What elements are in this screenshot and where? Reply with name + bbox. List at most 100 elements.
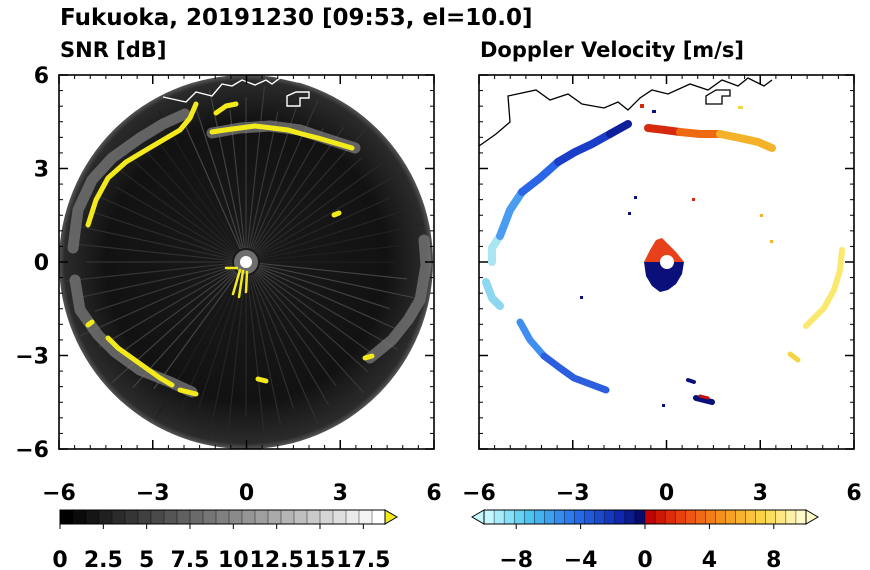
- snr-radial-streak: [258, 267, 396, 329]
- snr-radial-streak: [208, 89, 244, 249]
- velocity-colorbar-tick-label: 0: [637, 548, 652, 570]
- velocity-colorbar-cell: [644, 509, 656, 525]
- snr-radial-streak: [249, 275, 295, 409]
- snr-x-tick-label: 6: [426, 481, 441, 506]
- velocity-colorbar-cell: [634, 509, 646, 525]
- snr-radial-streak: [92, 211, 233, 259]
- velocity-colorbar-extend-max-arrow: [805, 509, 819, 525]
- snr-colorbar-cell: [150, 509, 165, 525]
- snr-colorbar-cell: [72, 509, 87, 525]
- velocity-colorbar-cell: [654, 509, 666, 525]
- snr-radial-streak: [155, 273, 240, 419]
- snr-radial-streak: [79, 267, 234, 337]
- velocity-colorbar-cell: [503, 509, 515, 525]
- snr-colorbar-tick-label: 0: [52, 548, 67, 570]
- velocity-colorbar-cell: [483, 509, 495, 525]
- snr-radial-streak: [78, 264, 233, 299]
- snr-ticks: −6 −3 0 3 6 −6 −3 0 3 6: [15, 64, 441, 506]
- snr-radial-streak: [256, 269, 370, 352]
- velocity-colorbar-cell: [544, 509, 556, 525]
- snr-colorbar: [59, 509, 398, 525]
- snr-colorbar-ticks: 0 2.5 5 7.5 10 12.5 15 17.5: [52, 524, 390, 570]
- snr-panel-title: SNR [dB]: [60, 38, 166, 62]
- velocity-ticks: −6 −3 0 3 6: [462, 74, 862, 506]
- snr-colorbar-cell: [137, 509, 152, 525]
- velocity-colorbar: [471, 509, 819, 525]
- snr-radial-streak: [256, 270, 369, 373]
- velocity-x-tick-label: 6: [846, 481, 861, 506]
- snr-panel: −6 −3 0 3 6 −6 −3 0 3 6: [15, 64, 441, 506]
- velocity-colorbar-cell: [685, 509, 696, 525]
- snr-colorbar-cell: [98, 509, 113, 525]
- snr-radial-streak: [252, 127, 325, 251]
- snr-colorbar-cell: [280, 509, 295, 525]
- snr-colorbar-frame: [59, 509, 386, 525]
- snr-colorbar-tick-label: 17.5: [336, 548, 390, 570]
- velocity-center-approaching: [644, 238, 684, 262]
- snr-radial-streak: [183, 122, 241, 250]
- snr-radial-streak: [253, 126, 345, 252]
- velocity-colorbar-tick-label: −4: [564, 548, 598, 570]
- velocity-colorbar-cell: [584, 509, 596, 525]
- snr-radial-streak: [251, 274, 319, 424]
- velocity-colorbar-cell: [614, 509, 626, 525]
- snr-radial-streak: [257, 268, 398, 351]
- snr-colorbar-cell: [306, 509, 321, 525]
- velocity-colorbar-cell: [513, 509, 525, 525]
- velocity-colorbar-extend-min-arrow: [471, 509, 485, 525]
- snr-radial-streak: [87, 191, 234, 257]
- velocity-colorbar-cell: [594, 509, 606, 525]
- snr-radial-streak: [227, 275, 246, 429]
- snr-coastline: [162, 77, 331, 103]
- snr-colorbar-cell: [59, 509, 74, 525]
- snr-radial-streak: [254, 272, 365, 394]
- snr-radial-streak: [248, 275, 282, 425]
- velocity-island-outline: [705, 89, 731, 105]
- snr-colorbar-cell: [85, 509, 100, 525]
- velocity-colorbar-cell: [695, 509, 706, 525]
- velocity-x-tick-label: 0: [659, 481, 674, 506]
- snr-colorbar-cell: [332, 509, 347, 525]
- snr-radial-streak: [149, 129, 239, 252]
- snr-colorbar-cell: [124, 509, 139, 525]
- snr-near-range-echo: [224, 266, 249, 299]
- velocity-colorbar-cell: [564, 509, 576, 525]
- velocity-center-receding: [644, 262, 684, 292]
- snr-colorbar-tick-label: 5: [139, 548, 154, 570]
- snr-radial-streak: [208, 275, 244, 438]
- snr-radial-streak: [253, 272, 337, 387]
- velocity-colorbar-cell: [554, 509, 566, 525]
- snr-radial-streak: [259, 262, 408, 280]
- velocity-colorbar-cell: [493, 509, 505, 525]
- velocity-center-mask: [660, 255, 674, 269]
- snr-radial-streak: [252, 273, 330, 406]
- velocity-panel: −6 −3 0 3 6: [462, 74, 862, 506]
- velocity-x-tick-label: 3: [753, 481, 768, 506]
- snr-colorbar-extend-arrow: [384, 509, 398, 525]
- snr-radial-streak: [256, 157, 363, 254]
- velocity-colorbar-cell: [735, 509, 747, 525]
- snr-y-tick-label: −6: [15, 438, 49, 463]
- velocity-colorbar-cell: [725, 509, 737, 525]
- snr-radial-streak: [258, 197, 390, 257]
- velocity-colorbar-cell: [574, 509, 586, 525]
- snr-x-tick-label: −3: [136, 481, 170, 506]
- snr-radial-streak: [94, 265, 233, 312]
- velocity-colorbar-cell: [664, 509, 676, 525]
- snr-colorbar-cell: [241, 509, 256, 525]
- snr-x-tick-label: 0: [239, 481, 254, 506]
- velocity-colorbar-cell: [755, 509, 767, 525]
- velocity-scatter-pixels: [580, 104, 773, 407]
- snr-colorbar-tick-label: 15: [305, 548, 336, 570]
- velocity-colorbar-cell: [534, 509, 545, 525]
- velocity-colorbar-cell: [524, 509, 535, 525]
- snr-x-tick-label: −6: [42, 481, 76, 506]
- snr-radial-streak: [257, 171, 403, 256]
- snr-colorbar-cell: [111, 509, 126, 525]
- snr-radial-streak: [246, 275, 266, 440]
- velocity-colorbar-tick-label: −8: [499, 548, 533, 570]
- velocity-colorbar-tick-label: 4: [702, 548, 717, 570]
- snr-radial-streak: [117, 269, 236, 356]
- velocity-colorbar-cell: [624, 509, 636, 525]
- snr-radial-streak: [63, 262, 233, 282]
